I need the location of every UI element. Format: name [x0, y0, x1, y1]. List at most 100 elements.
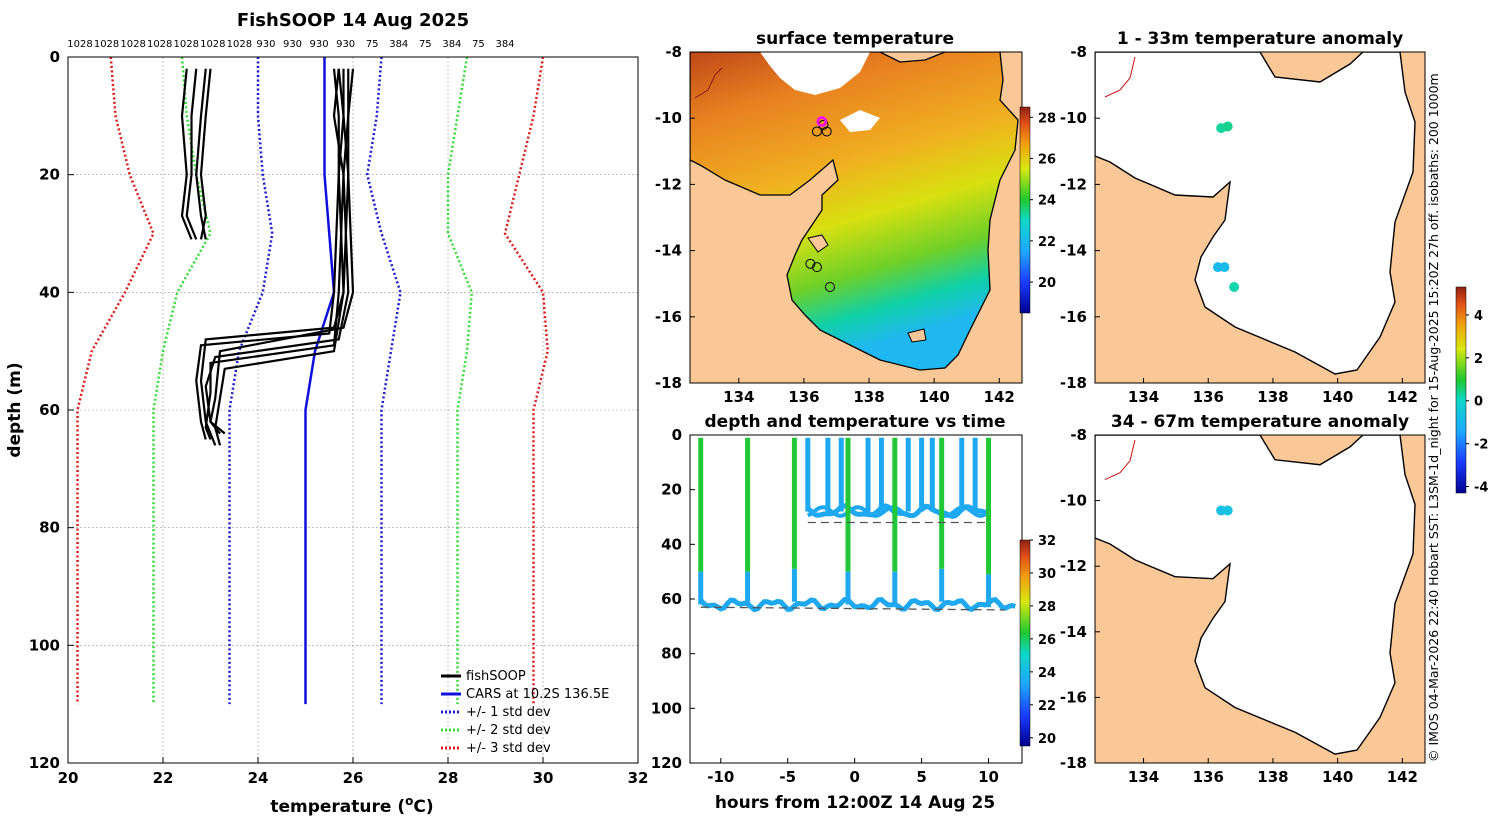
colorbar-tick-label: 22 [1038, 235, 1056, 250]
colorbar-tick-label: 2 [1474, 352, 1483, 367]
depth-time-ytick-label: 80 [661, 645, 682, 663]
map-xtick-label: 134 [723, 388, 754, 406]
colorbar-tick-label: 20 [1038, 732, 1056, 747]
depth-time-ytick-label: 20 [661, 481, 682, 499]
profile-ytick-label: 20 [39, 166, 60, 184]
legend-label-cars: CARS at 10.2S 136.5E [466, 687, 609, 702]
depth-time-ytick-label: 60 [661, 590, 682, 608]
profile-top-labels: 1028 1028 1028 1028 1028 1028 1028 930 930 930 930… [67, 39, 514, 50]
profile-top-label: 1028 [174, 39, 199, 50]
legend-label-std1: +/- 1 std dev [466, 705, 551, 720]
profile-series [76, 56, 550, 705]
anomaly-shallow-point [1229, 282, 1240, 293]
profile-xtick-label: 28 [438, 769, 459, 787]
anomaly-map-deep-panel: 34 - 67m temperature anomaly 134 136 138 14… [1060, 412, 1426, 786]
depth-time-ytick-label: 120 [651, 754, 682, 772]
anomaly-shallow-map [1095, 52, 1425, 383]
depth-time-ytick-label: 0 [672, 426, 682, 444]
sst-station-marker [805, 258, 816, 269]
profile-series-line [228, 57, 274, 705]
depth-time-title: depth and temperature vs time [705, 412, 1006, 432]
anomaly-map-shallow-panel: 1 - 33m temperature anomaly 134 136 138 140… [1060, 29, 1426, 406]
sst-colorbar [1019, 106, 1031, 314]
anomaly-deep-title: 34 - 67m temperature anomaly [1111, 412, 1409, 432]
sst-map-title: surface temperature [756, 29, 954, 49]
map-xtick-label: 136 [1193, 768, 1224, 786]
profile-ylabel: depth (m) [5, 362, 25, 457]
anomaly-colorbar-ticks: 4 2 0 -2 -4 [1466, 309, 1488, 496]
map-ytick-label: -12 [1060, 557, 1087, 575]
profile-top-label: 1028 [94, 39, 119, 50]
anomaly-deep-point [1222, 505, 1233, 516]
profile-fishsoop-cast [199, 68, 212, 240]
map-xtick-label: 142 [1387, 388, 1418, 406]
sst-gulf-island [807, 234, 829, 253]
depth-time-bottom-dashed [700, 606, 1005, 611]
map-ytick-label: -10 [655, 109, 682, 127]
profile-ytick-label: 120 [29, 754, 60, 772]
profile-panel: FishSOOP 14 Aug 2025 1028 1028 1028 1028 102… [5, 10, 648, 817]
profile-top-label: 930 [256, 39, 275, 50]
profile-xtick-label: 26 [343, 769, 364, 787]
profile-xtick-label: 30 [533, 769, 554, 787]
sst-white-cloud-2 [840, 110, 880, 132]
map-xtick-label: 140 [918, 388, 949, 406]
colorbar-tick-label: 20 [1038, 276, 1056, 291]
map-ytick-label: -8 [1070, 43, 1087, 61]
sst-gulf-island-2 [907, 328, 927, 343]
depth-time-colorbar [1019, 539, 1031, 747]
profile-top-label: 930 [310, 39, 329, 50]
colorbar-tick-label: 24 [1038, 666, 1056, 681]
profile-xlabel-degree: o [405, 794, 413, 808]
profile-xtick-label: 22 [153, 769, 174, 787]
colorbar-tick-label: 0 [1474, 395, 1483, 410]
profile-ytick-label: 40 [39, 283, 60, 301]
profile-series-line [446, 56, 474, 705]
depth-time-xtick-label: -5 [779, 768, 796, 786]
profile-top-label: 1028 [227, 39, 252, 50]
map-ytick-label: -14 [1060, 242, 1087, 260]
anomaly-deep-axes-box [1094, 434, 1426, 764]
profile-top-label: 930 [283, 39, 302, 50]
map-ytick-label: -16 [1060, 308, 1087, 326]
anomaly-deep-tick-labels: 134 136 138 140 142 -8 -10 -12 -14 -16 -18 [1060, 426, 1418, 786]
profile-xlabel: temperature (oC) [270, 794, 433, 817]
map-xtick-label: 136 [1193, 388, 1224, 406]
sst-station-marker [821, 126, 832, 137]
map-ytick-label: -10 [1060, 492, 1087, 510]
depth-time-panel: depth and temperature vs time -10 -5 0 5 100… [651, 412, 1056, 813]
profile-top-label: 930 [336, 39, 355, 50]
profile-series-line [76, 56, 155, 705]
credit-text: © IMOS 04-Mar-2026 22:40 Hobart SST: L3S… [1426, 73, 1441, 762]
colorbar-tick-label: 24 [1038, 194, 1056, 209]
colorbar-tick-label: 28 [1038, 600, 1056, 615]
depth-time-xtick-label: -10 [707, 768, 734, 786]
profile-fishsoop-cast [199, 68, 350, 446]
map-xtick-label: 134 [1128, 388, 1159, 406]
legend-label-std2: +/- 2 std dev [466, 723, 551, 738]
profile-top-label: 75 [366, 39, 379, 50]
profile-fishsoop-cast [209, 68, 355, 435]
anomaly-river [1104, 439, 1136, 481]
depth-time-bottom-track [698, 596, 1016, 613]
anomaly-shallow-title: 1 - 33m temperature anomaly [1117, 29, 1403, 49]
sst-station-marker [824, 282, 835, 293]
anomaly-shallow-points [1212, 121, 1240, 293]
map-xtick-label: 140 [1322, 388, 1353, 406]
sst-colorbar-ticks: 20 22 24 26 28 [1030, 111, 1056, 291]
map-xtick-label: 134 [1128, 768, 1159, 786]
anomaly-river [1104, 56, 1136, 98]
anomaly-ocean [1095, 52, 1416, 375]
map-xtick-label: 142 [984, 388, 1015, 406]
map-ytick-label: -18 [1060, 754, 1087, 772]
colorbar-tick-label: 30 [1038, 567, 1056, 582]
profile-series-line [304, 57, 336, 705]
map-ytick-label: -8 [665, 43, 682, 61]
map-xtick-label: 138 [1257, 768, 1288, 786]
depth-time-colorbar-ticks: 20 22 24 26 28 30 32 [1030, 534, 1056, 747]
map-xtick-label: 140 [1322, 768, 1353, 786]
map-ytick-label: -14 [655, 242, 682, 260]
depth-time-xtick-label: 0 [849, 768, 859, 786]
profile-fishsoop-cast [214, 68, 345, 446]
sst-station-marker [811, 126, 822, 137]
